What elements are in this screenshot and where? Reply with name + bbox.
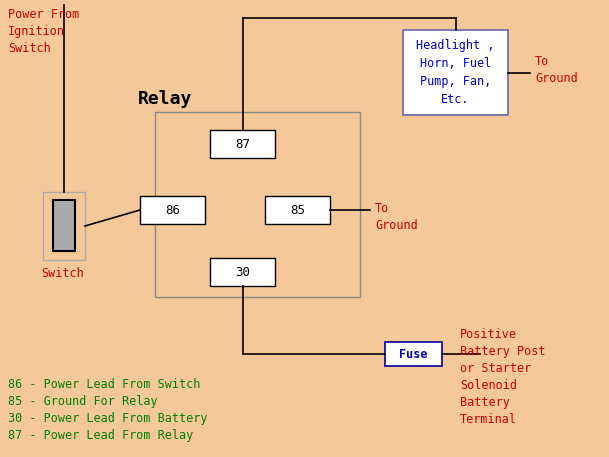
Text: Fuse: Fuse bbox=[400, 347, 428, 361]
Text: To
Ground: To Ground bbox=[535, 55, 578, 85]
Bar bbox=[53, 200, 75, 251]
Bar bbox=[155, 112, 360, 297]
Bar bbox=[385, 342, 442, 366]
Bar bbox=[210, 258, 275, 286]
Text: 85 - Ground For Relay: 85 - Ground For Relay bbox=[8, 395, 158, 408]
Text: 30 - Power Lead From Battery: 30 - Power Lead From Battery bbox=[8, 412, 208, 425]
Text: 86 - Power Lead From Switch: 86 - Power Lead From Switch bbox=[8, 378, 200, 391]
Bar bbox=[210, 130, 275, 158]
Text: 87: 87 bbox=[235, 138, 250, 150]
Text: Relay: Relay bbox=[138, 90, 192, 108]
Bar bbox=[265, 196, 330, 224]
Text: 86: 86 bbox=[165, 203, 180, 217]
Text: Power From
Ignition
Switch: Power From Ignition Switch bbox=[8, 8, 79, 55]
Text: To
Ground: To Ground bbox=[375, 202, 418, 232]
Text: 87 - Power Lead From Relay: 87 - Power Lead From Relay bbox=[8, 429, 193, 442]
Bar bbox=[43, 192, 85, 260]
Text: Positive
Battery Post
or Starter
Solenoid
Battery
Terminal: Positive Battery Post or Starter Solenoi… bbox=[460, 328, 546, 426]
Text: 30: 30 bbox=[235, 266, 250, 278]
Bar bbox=[403, 30, 508, 115]
Bar bbox=[140, 196, 205, 224]
Text: 85: 85 bbox=[290, 203, 305, 217]
Text: Headlight ,
Horn, Fuel
Pump, Fan,
Etc.: Headlight , Horn, Fuel Pump, Fan, Etc. bbox=[417, 39, 495, 106]
Text: Switch: Switch bbox=[41, 267, 85, 280]
